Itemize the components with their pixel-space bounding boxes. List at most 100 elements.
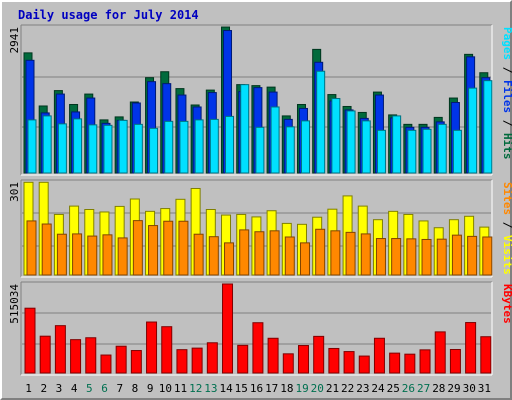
x-tick-label: 21 <box>326 382 339 395</box>
x-tick-label: 16 <box>250 382 263 395</box>
bar-sites <box>26 220 37 276</box>
bar-kbytes <box>358 355 370 374</box>
legend-sites-visits: Sites / Visits <box>501 182 512 275</box>
bar-sites <box>269 230 280 276</box>
y-tick-label-kbytes: 515034 <box>8 284 21 324</box>
bar-pages <box>225 115 235 174</box>
legend-item-hits: Hits <box>501 133 512 160</box>
x-tick-label: 17 <box>265 382 278 395</box>
x-tick-label: 23 <box>356 382 369 395</box>
bar-sites <box>451 234 462 276</box>
bar-kbytes <box>404 353 416 374</box>
bar-kbytes <box>465 322 477 374</box>
bar-sites <box>406 238 417 276</box>
bar-sites <box>72 233 83 276</box>
x-tick-label: 29 <box>447 382 460 395</box>
legend-item-sites: Sites <box>501 182 512 215</box>
bar-pages <box>483 80 493 174</box>
bar-pages <box>255 126 265 174</box>
bar-sites <box>421 238 432 276</box>
bar-kbytes <box>328 347 340 374</box>
bar-sites <box>208 236 219 276</box>
x-tick-label: 1 <box>25 382 32 395</box>
x-tick-label: 24 <box>371 382 385 395</box>
bar-sites <box>284 236 295 276</box>
bar-kbytes <box>176 349 188 374</box>
bar-pages <box>149 127 159 174</box>
bar-kbytes <box>267 337 279 374</box>
bar-kbytes <box>191 347 203 374</box>
bar-kbytes <box>146 321 158 374</box>
bar-kbytes <box>434 331 446 374</box>
x-tick-label: 14 <box>219 382 233 395</box>
bar-kbytes <box>54 325 66 374</box>
bar-pages <box>361 120 371 174</box>
x-tick-label: 5 <box>86 382 93 395</box>
bar-kbytes <box>85 337 97 374</box>
bar-kbytes <box>297 345 309 374</box>
bar-sites <box>41 223 52 276</box>
legend-item-files: Files <box>501 80 512 113</box>
x-tick-label: 26 <box>402 382 415 395</box>
bar-sites <box>436 238 447 276</box>
bar-sites <box>178 220 189 276</box>
bar-sites <box>391 238 402 276</box>
bar-pages <box>209 118 219 174</box>
bar-kbytes <box>373 337 385 374</box>
bar-kbytes <box>115 345 127 374</box>
bar-sites <box>345 231 356 276</box>
bar-sites <box>299 242 310 276</box>
bar-kbytes <box>237 344 249 374</box>
bar-kbytes <box>161 326 173 374</box>
bar-pages <box>376 129 386 174</box>
bar-kbytes <box>24 307 36 374</box>
x-tick-label: 27 <box>417 382 430 395</box>
bar-kbytes <box>389 352 401 374</box>
bar-sites <box>56 233 67 276</box>
bar-pages <box>316 70 326 174</box>
bar-pages <box>42 115 52 174</box>
legend-item-kbytes: KBytes <box>501 284 512 324</box>
bar-kbytes <box>70 339 82 374</box>
x-tick-label: 13 <box>204 382 217 395</box>
bar-sites <box>482 236 493 276</box>
bar-pages <box>240 84 250 174</box>
bar-pages <box>331 98 341 174</box>
x-tick-label: 25 <box>387 382 400 395</box>
legend-item-pages: Pages <box>501 27 512 60</box>
bar-sites <box>330 230 341 276</box>
bar-pages <box>194 119 204 174</box>
bar-pages <box>422 128 432 174</box>
bar-sites <box>315 228 326 276</box>
x-tick-label: 6 <box>101 382 108 395</box>
bar-sites <box>148 225 159 276</box>
bar-pages <box>103 124 113 174</box>
bar-sites <box>102 234 113 276</box>
y-tick-label-sites-visits: 301 <box>8 182 21 202</box>
bar-sites <box>224 242 235 276</box>
bar-kbytes <box>222 283 234 374</box>
bar-sites <box>467 235 478 276</box>
bar-pages <box>88 124 98 174</box>
x-tick-label: 15 <box>235 382 248 395</box>
x-tick-label: 9 <box>147 382 154 395</box>
bar-kbytes <box>343 351 355 374</box>
bar-pages <box>437 123 447 174</box>
x-tick-label: 30 <box>463 382 476 395</box>
legend-item-separator: / <box>501 113 512 133</box>
bar-kbytes <box>100 354 112 374</box>
x-tick-label: 3 <box>56 382 63 395</box>
bar-pages <box>73 118 83 174</box>
chart-title: Daily usage for July 2014 <box>18 8 199 22</box>
x-tick-label: 10 <box>159 382 172 395</box>
legend-item-separator: / <box>501 215 512 235</box>
bar-pages <box>270 106 280 174</box>
legend-item-separator: / <box>501 60 512 80</box>
bar-pages <box>27 119 37 174</box>
x-tick-label: 12 <box>189 382 202 395</box>
bar-pages <box>164 120 174 174</box>
bar-pages <box>346 110 356 174</box>
bar-kbytes <box>419 349 431 374</box>
x-tick-label: 7 <box>116 382 123 395</box>
